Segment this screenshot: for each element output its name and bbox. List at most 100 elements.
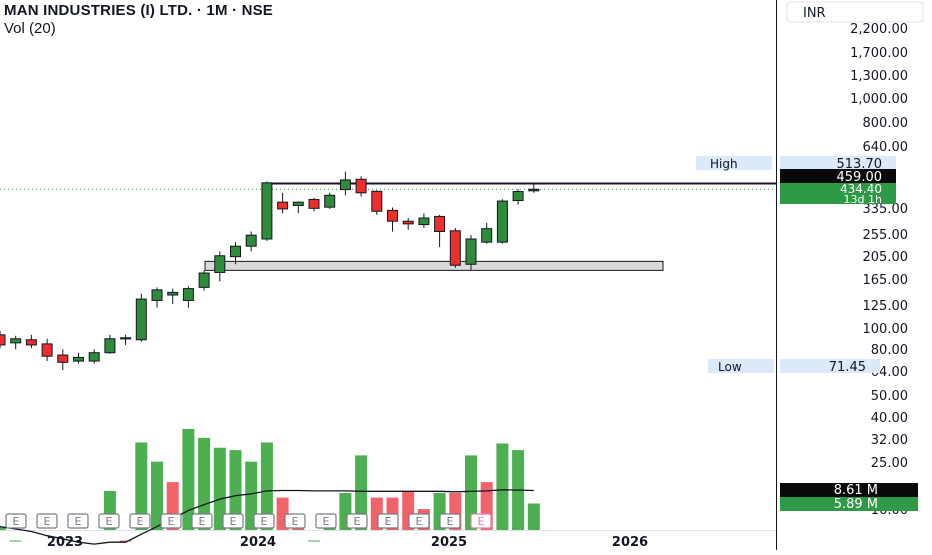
vol-ma-tag-box [780,483,918,497]
price-axis-label: 50.00 [871,389,908,404]
candle-body [324,194,336,208]
vol-ma-tag: 8.61 M [834,483,878,498]
volume-ma-line [0,489,534,545]
low-value-box [780,359,880,373]
low-value: 71.45 [829,360,866,375]
low-label: Low [718,360,742,374]
candle-body [230,245,241,258]
volume-indicator-label[interactable]: Vol (20) [4,20,56,37]
price-axis-label: 255.00 [863,228,909,243]
candle-body [277,201,289,210]
price-axis-label: 335.00 [863,202,909,217]
candle-body [292,201,304,206]
candle-body [465,238,477,265]
volume-bar [260,442,273,530]
price-axis-label: 205.00 [863,250,909,265]
last-price-tag: 434.40 [840,182,882,196]
candle-body [245,234,257,247]
candle-body [308,198,320,209]
price-axis-label: 40.00 [871,411,908,426]
high-value: 513.70 [837,157,883,172]
volume-bar [527,503,540,530]
candle-body [496,200,508,243]
candle-body [10,338,22,344]
price-axis-label: 1,300.00 [850,69,908,84]
candle-body [418,217,430,226]
price-axis-label: 165.00 [863,273,909,288]
time-axis-label: 2025 [431,535,467,550]
earnings-marker [439,513,461,529]
symbol-title: MAN INDUSTRIES (I) LTD. · 1M · NSE [4,2,274,19]
candle-body [339,179,351,191]
candle-body [528,188,540,192]
candle-body [434,215,446,233]
last-price-tag-box [780,183,896,204]
candle-body [25,339,37,346]
volume-bar [496,443,509,530]
price-axis-label: 100.00 [863,322,909,337]
currency-label: INR [803,6,826,21]
volume-bar [9,540,22,542]
earnings-marker-label: E [168,515,175,528]
earnings-marker [191,513,213,529]
high-value-box [780,156,896,170]
candle-body [167,291,179,296]
earnings-marker-label: E [261,515,268,528]
earnings-marker-label: E [385,515,392,528]
candle-body [182,288,194,301]
candle-body [135,298,147,341]
earnings-marker [67,513,89,529]
candle-body [371,190,383,212]
earnings-marker [129,513,151,529]
earnings-marker [315,513,337,529]
candle-body [104,338,116,354]
volume-bar [245,461,258,530]
earnings-marker [5,513,27,529]
time-axis-label: 2024 [240,535,276,550]
volume-bar [135,442,148,530]
currency-box [786,1,924,23]
low-label-box [708,359,774,373]
level-tag: 459.00 [837,170,883,185]
earnings-marker [36,513,58,529]
volume-bar [151,461,163,530]
candle-body [73,356,84,362]
earnings-marker-label: E [199,515,206,528]
candle-body [387,209,398,222]
earnings-marker-label: E [44,515,51,528]
time-axis-label: 2026 [612,535,648,550]
vol-tag-box [780,497,918,511]
price-axis-label: 2,200.00 [850,22,908,37]
high-label: High [710,157,738,171]
volume-bar [0,526,6,530]
earnings-marker-label: E [75,515,82,528]
price-axis-label: 1,000.00 [850,92,908,107]
price-axis-label: 640.00 [863,140,909,155]
support-zone [204,260,664,271]
price-axis-label: 1,700.00 [850,46,908,61]
candle-body [151,289,163,301]
high-label-box [696,156,772,170]
volume-bar [308,540,320,542]
price-axis-label: 25.00 [871,456,908,471]
volume-bar [119,540,132,542]
earnings-marker-label: E [13,515,20,528]
candle-body [355,178,367,194]
price-axis-label: 800.00 [863,116,909,131]
volume-bar [229,450,242,530]
candle-body [214,255,226,273]
earnings-marker-label: E [137,515,144,528]
candle-body [198,272,210,288]
candle-body [402,220,414,225]
volume-bar [182,428,195,530]
candle-body [261,182,273,240]
candle-body [0,334,6,346]
level-tag-box [780,169,896,183]
candle-body [449,230,461,266]
candle-body [512,191,524,202]
earnings-marker [222,513,244,529]
earnings-marker-label: E [354,515,361,528]
earnings-marker-label: E [447,515,454,528]
earnings-marker-label: E [416,515,423,528]
